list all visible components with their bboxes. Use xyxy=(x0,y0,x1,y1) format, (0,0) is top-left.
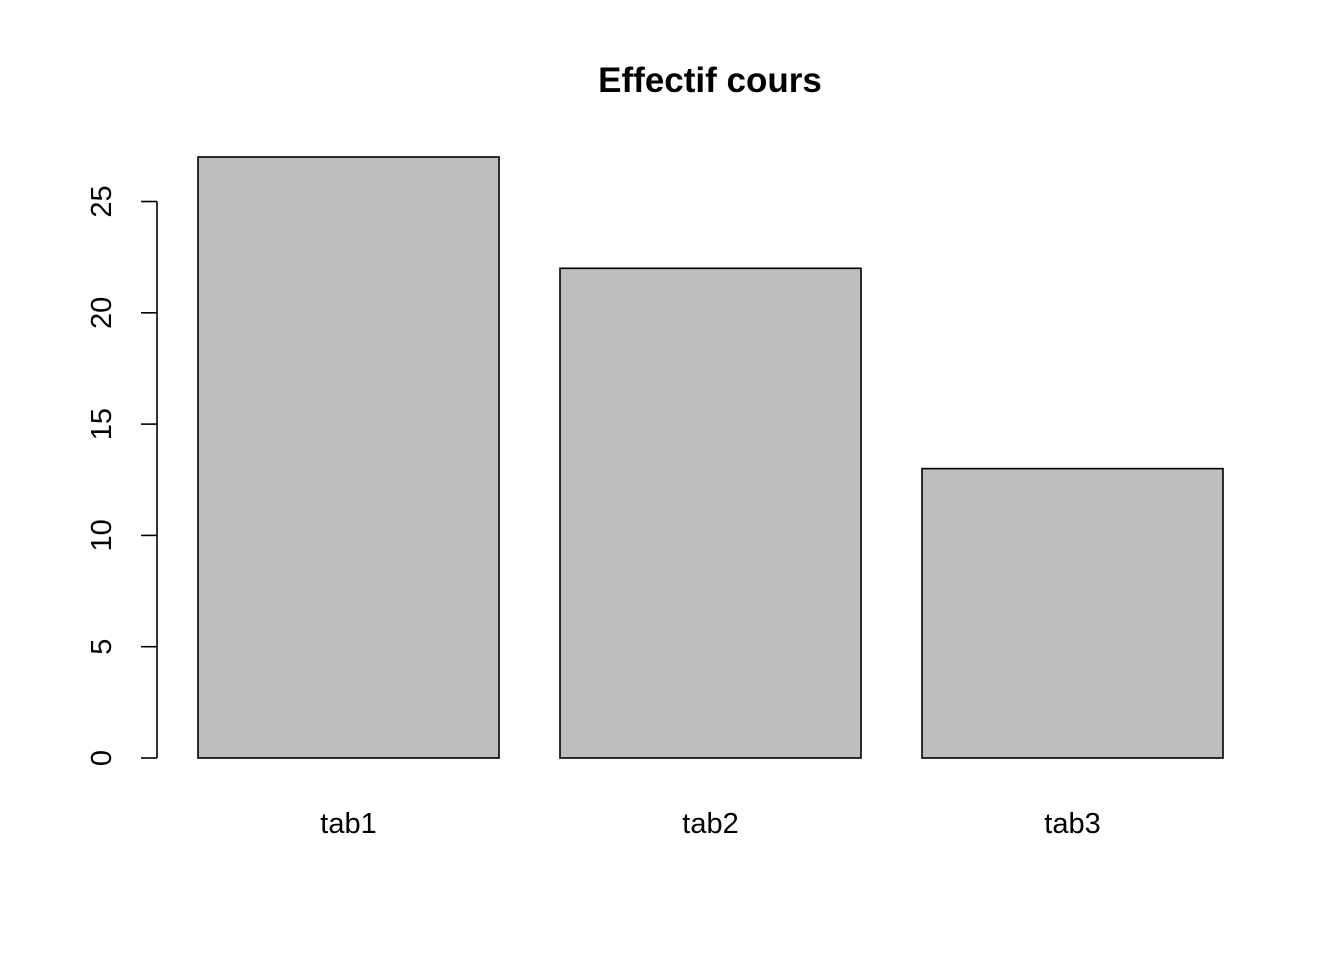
x-tick-label: tab3 xyxy=(1044,808,1100,840)
bar-tab3 xyxy=(921,467,1224,759)
bars-group xyxy=(197,156,1224,759)
bar-tab2 xyxy=(559,267,862,759)
y-axis: 0 5 10 15 20 25 xyxy=(86,185,158,766)
x-tick-label: tab1 xyxy=(320,808,376,840)
y-tick-label: 20 xyxy=(86,297,118,329)
chart-title: Effectif cours xyxy=(598,61,822,100)
y-tick-label: 10 xyxy=(86,519,118,551)
x-axis-labels: tab1 tab2 tab3 xyxy=(320,808,1100,840)
y-tick-label: 15 xyxy=(86,408,118,440)
y-tick-label: 5 xyxy=(86,639,118,655)
y-tick-label: 25 xyxy=(86,185,118,217)
y-tick-label: 0 xyxy=(86,750,118,766)
x-tick-label: tab2 xyxy=(682,808,738,840)
bar-tab1 xyxy=(197,156,500,759)
